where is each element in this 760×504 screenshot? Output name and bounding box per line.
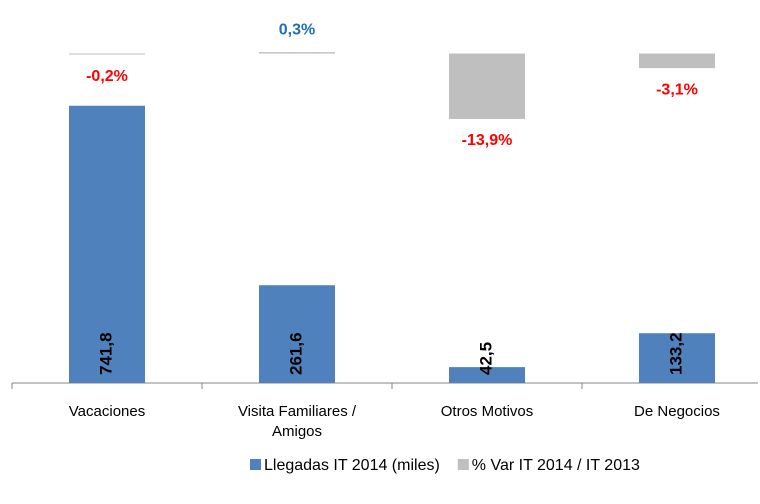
value-label: 261,6 — [286, 332, 305, 375]
x-tick-label: Vacaciones — [68, 403, 146, 420]
var-bar — [449, 53, 525, 119]
legend-swatch — [457, 459, 469, 470]
var-bar — [639, 53, 715, 69]
value-label: 741,8 — [96, 332, 115, 375]
legend-swatch — [250, 459, 261, 470]
bar — [69, 105, 145, 383]
legend-label: % Var IT 2014 / IT 2013 — [472, 457, 640, 474]
x-tick-label: Otros Motivos — [440, 403, 534, 420]
var-bar — [69, 53, 145, 55]
var-bar — [259, 52, 335, 54]
var-label: 0,3% — [279, 21, 315, 38]
bar — [639, 333, 715, 383]
x-tick-label: Visita Familiares / Amigos — [237, 403, 357, 440]
var-label: -13,9% — [462, 132, 513, 149]
bar — [259, 285, 335, 383]
var-label: -0,2% — [86, 68, 128, 85]
x-tick-label: De Negocios — [634, 403, 720, 420]
var-label: -3,1% — [656, 81, 698, 98]
value-label: 42,5 — [476, 342, 495, 375]
bar — [449, 367, 525, 383]
value-label: 133,2 — [666, 332, 685, 375]
legend-label: Llegadas IT 2014 (miles) — [264, 457, 440, 474]
